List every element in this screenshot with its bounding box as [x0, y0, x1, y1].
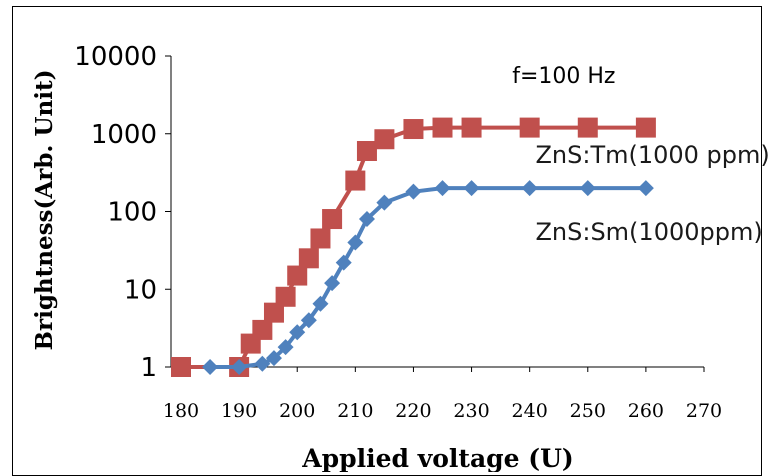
x-tick-label: 180: [163, 400, 199, 422]
annotation-label: f=100 Hz: [512, 64, 615, 89]
data-point-square: [298, 248, 319, 269]
x-tick-label: 190: [221, 400, 257, 422]
data-point-diamond: [434, 180, 451, 197]
y-tick-label: 10000: [74, 42, 157, 72]
data-point-diamond: [579, 180, 596, 197]
series-tm: [171, 117, 656, 377]
data-point-square: [403, 119, 424, 140]
data-point-diamond: [637, 180, 654, 197]
axes: 1 10 100 1000 10000 180 190 200 210 220 230 240 250 2…: [74, 42, 722, 422]
data-point-diamond: [312, 295, 329, 312]
data-point-square: [374, 129, 395, 150]
data-point-diamond: [463, 180, 480, 197]
data-point-diamond: [277, 339, 294, 356]
data-point-diamond: [347, 234, 364, 251]
data-point-diamond: [335, 254, 352, 271]
x-tick-label: 270: [686, 400, 722, 422]
data-point-diamond: [254, 355, 271, 372]
data-point-diamond: [324, 275, 341, 292]
data-point-square: [345, 170, 366, 191]
data-point-diamond: [231, 359, 248, 375]
y-tick-label: 10: [124, 275, 157, 305]
x-tick-label: 220: [395, 400, 431, 422]
series-layer: [171, 117, 656, 377]
x-tick-label: 250: [570, 400, 606, 422]
data-point-square: [432, 117, 453, 138]
y-axis-label: Brightness(Arb. Unit): [31, 70, 58, 351]
data-point-square: [577, 117, 598, 138]
chart-frame: [12, 6, 762, 476]
data-point-square: [287, 265, 308, 286]
data-point-diamond: [405, 183, 422, 200]
text-layer: Brightness(Arb. Unit) Applied voltage (U…: [31, 64, 770, 472]
data-point-square: [263, 302, 284, 323]
data-point-square: [252, 319, 273, 340]
data-point-diamond: [521, 180, 538, 197]
data-point-diamond: [376, 194, 393, 211]
series-line: [210, 186, 646, 369]
x-tick-label: 230: [453, 400, 489, 422]
x-tick-label: 200: [279, 400, 315, 422]
y-tick-label: 1: [140, 353, 157, 383]
data-point-square: [322, 209, 343, 230]
series-sm: [202, 180, 654, 375]
x-axis-label: Applied voltage (U): [301, 444, 573, 472]
data-point-diamond: [202, 359, 219, 375]
x-tick-label: 240: [512, 400, 548, 422]
data-point-square: [275, 286, 296, 307]
data-point-diamond: [265, 350, 282, 367]
annotation-label: ZnS:Tm(1000 ppm): [535, 141, 769, 169]
annotation-label: ZnS:Sm(1000ppm): [535, 218, 762, 246]
y-tick-label: 100: [107, 198, 157, 228]
data-point-square: [519, 117, 540, 138]
y-tick-label: 1000: [91, 120, 157, 150]
data-point-square: [635, 117, 656, 138]
x-tick-label: 260: [628, 400, 664, 422]
data-point-diamond: [289, 324, 306, 341]
data-point-square: [356, 140, 377, 161]
data-point-square: [461, 117, 482, 138]
data-point-diamond: [300, 312, 317, 329]
x-tick-label: 210: [337, 400, 373, 422]
data-point-square: [171, 357, 191, 377]
data-point-diamond: [358, 211, 375, 228]
data-point-square: [310, 228, 331, 249]
